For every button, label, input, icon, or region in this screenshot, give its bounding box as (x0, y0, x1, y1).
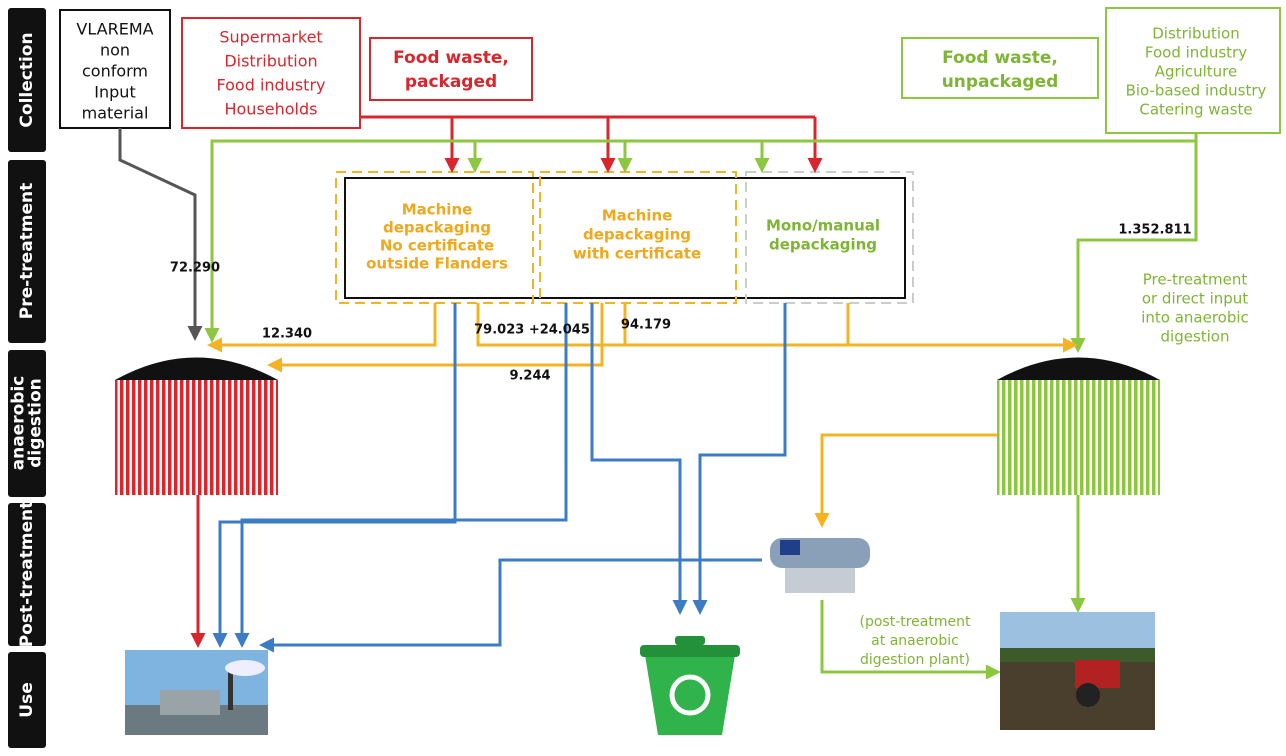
stage-label: Use (17, 682, 37, 717)
flow-amount: 12.340 (262, 327, 312, 342)
diagram: CollectionPre-treatmentanaerobicdigestio… (0, 0, 1286, 752)
source-text: VLAREMA (76, 20, 153, 39)
waste-type: packaged (405, 72, 497, 92)
note: digestion plant) (860, 652, 970, 668)
source-text: Agriculture (1155, 63, 1238, 81)
stage-label: Collection (17, 32, 37, 127)
note: digestion (1161, 328, 1230, 346)
pretreatment-label: Machine (402, 201, 473, 219)
pretreatment-label: with certificate (573, 245, 701, 263)
digesters (115, 358, 1160, 496)
source-text: conform (82, 62, 148, 81)
flow-amount: 1.352.811 (1118, 223, 1191, 238)
flow-amount: 9.244 (509, 369, 550, 384)
power-plant-image (125, 650, 268, 735)
pretreatment-label: Mono/manual (766, 217, 880, 235)
source-text: Supermarket (219, 28, 322, 47)
note: into anaerobic (1141, 309, 1249, 327)
waste-type: Food waste, (942, 48, 1058, 68)
pretreatment-label: depackaging (769, 236, 877, 254)
source-text: Bio-based industry (1126, 82, 1267, 100)
pretreatment-label: depackaging (383, 219, 491, 237)
field-tractor-image (1000, 612, 1155, 730)
waste-type: Food waste, (393, 48, 509, 68)
stage-label: Post-treatment (17, 501, 37, 648)
pretreatment-label: outside Flanders (366, 255, 508, 273)
pretreatment-label: No certificate (380, 237, 494, 255)
recycle-bin-image (640, 636, 740, 735)
stage-label: digestion (26, 378, 46, 468)
source-text: Distribution (1152, 25, 1240, 43)
separator-machine-image (770, 538, 870, 593)
note: (post-treatment (860, 614, 971, 630)
pretreatment-label: Machine (602, 207, 673, 225)
note: Pre-treatment (1143, 271, 1248, 289)
source-text: non (100, 41, 130, 60)
flow-amount: 79.023 +24.045 (474, 323, 590, 338)
source-text: material (82, 104, 149, 123)
source-text: Input (94, 83, 135, 102)
note: or direct input (1142, 290, 1248, 308)
source-text: Catering waste (1139, 101, 1252, 119)
source-text: Food industry (217, 76, 326, 95)
note: at anaerobic (871, 633, 959, 649)
flow-amount: 94.179 (621, 318, 671, 333)
flow-amount: 72.290 (170, 261, 220, 276)
source-text: Distribution (224, 52, 317, 71)
pretreatment-label: depackaging (583, 226, 691, 244)
waste-type: unpackaged (942, 72, 1059, 92)
source-text: Food industry (1145, 44, 1247, 62)
stage-label: Pre-treatment (17, 183, 37, 320)
source-text: Households (224, 100, 317, 119)
